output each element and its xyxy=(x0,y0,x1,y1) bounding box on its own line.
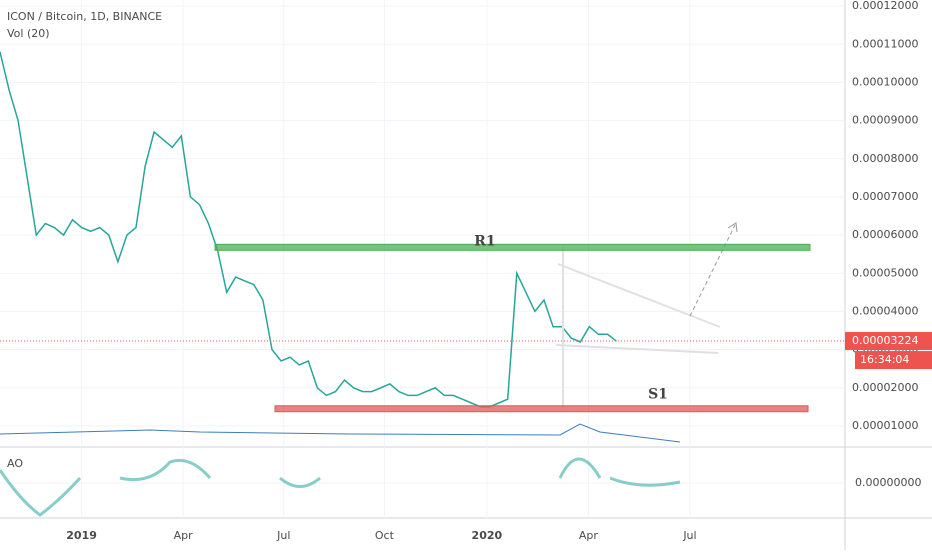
countdown: 16:34:04 xyxy=(860,353,909,366)
level-label: S1 xyxy=(648,387,668,403)
level-line xyxy=(274,405,809,413)
y-tick-label: 0.00004000 xyxy=(852,304,918,317)
level-label: R1 xyxy=(474,233,495,249)
last-price-badge xyxy=(845,332,932,351)
projection-arrow xyxy=(727,222,738,233)
y-tick-label: 0.00001000 xyxy=(852,419,918,432)
indicator-label: AO xyxy=(7,457,23,470)
projection xyxy=(689,224,736,317)
y-tick-label: 0.00008000 xyxy=(852,152,918,165)
x-tick-label: Jul xyxy=(276,529,290,542)
x-tick-label: 2020 xyxy=(472,529,503,542)
x-tick-label: 2019 xyxy=(66,529,97,542)
x-tick-label: Oct xyxy=(375,529,395,542)
ao-histogram xyxy=(0,457,681,517)
triangle-lower xyxy=(555,344,719,354)
x-tick-label: Apr xyxy=(174,529,194,542)
title: ICON / Bitcoin, 1D, BINANCE xyxy=(7,10,162,23)
y-tick-label: 0.00011000 xyxy=(852,37,918,50)
indicator-label: Vol (20) xyxy=(7,27,50,40)
last-price-label: 0.00003224 xyxy=(852,334,918,347)
price-line xyxy=(0,51,617,408)
y-tick-label: 0.00012000 xyxy=(852,0,918,12)
x-tick-label: Apr xyxy=(579,529,599,542)
ao-tick-label: 0.00000000 xyxy=(855,476,921,489)
y-tick-label: 0.00009000 xyxy=(852,114,918,127)
triangle-upper xyxy=(557,263,721,328)
y-tick-label: 0.00010000 xyxy=(852,75,918,88)
x-tick-label: Jul xyxy=(682,529,696,542)
y-tick-label: 0.00002000 xyxy=(852,381,918,394)
y-tick-label: 0.00006000 xyxy=(852,228,918,241)
y-tick-label: 0.00007000 xyxy=(852,190,918,203)
countdown-badge xyxy=(855,351,932,370)
level-line xyxy=(214,243,811,251)
y-tick-label: 0.00005000 xyxy=(852,266,918,279)
volume-ma xyxy=(0,423,681,443)
